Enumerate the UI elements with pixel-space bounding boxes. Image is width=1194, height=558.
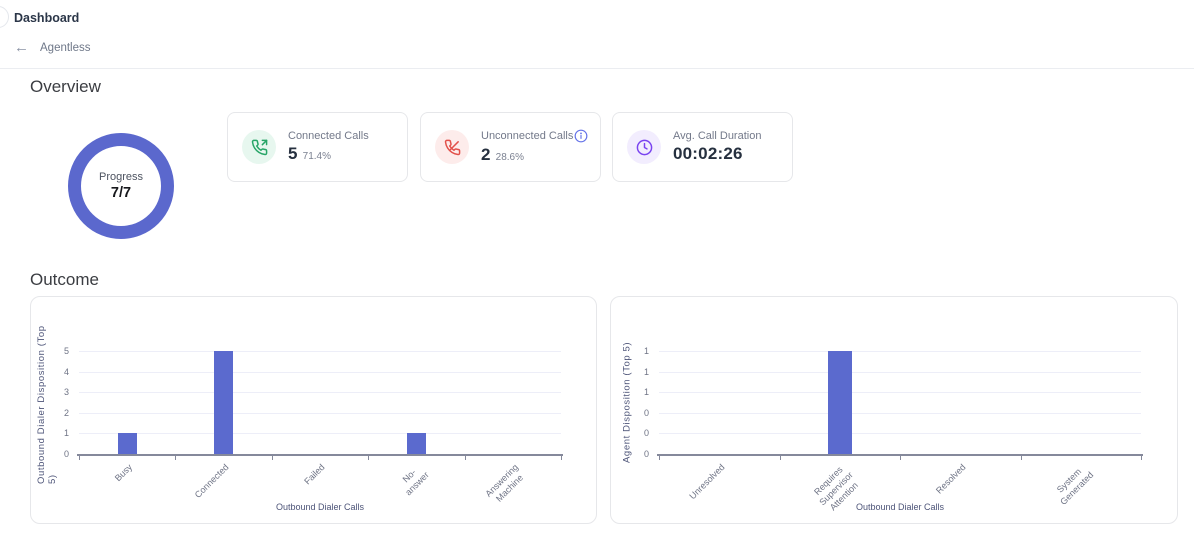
- gridline: [79, 412, 561, 414]
- progress-value: 7/7: [110, 185, 132, 201]
- x-axis-tick: [464, 456, 466, 460]
- x-axis-tick: [779, 456, 781, 460]
- x-axis-line: [657, 454, 1143, 456]
- progress-label: Progress: [98, 171, 144, 183]
- x-axis-tick: [900, 456, 901, 460]
- x-axis-line: [77, 454, 563, 456]
- gridline: [659, 351, 1141, 352]
- header-divider: [0, 68, 1194, 69]
- y-axis-tick-label: 1: [643, 387, 649, 398]
- category-label-text: No-answer: [401, 467, 432, 498]
- x-axis-tick: [561, 456, 562, 460]
- gridline: [79, 351, 561, 352]
- back-arrow-icon[interactable]: ←: [14, 39, 29, 56]
- gridline: [79, 392, 561, 394]
- y-axis-tick-label: 0: [643, 449, 649, 459]
- info-icon[interactable]: [574, 129, 588, 143]
- category-label-text: Connected: [192, 462, 231, 500]
- x-axis-title: Outbound Dialer Calls: [855, 502, 945, 512]
- y-axis-tick-label: 1: [643, 366, 649, 377]
- logo-circle: [0, 6, 9, 28]
- outcome-heading: Outcome: [30, 270, 99, 289]
- y-axis-title: Outbound Dialer Disposition (Top 5): [36, 325, 58, 484]
- connected-calls-value: 5: [288, 144, 298, 163]
- connected-calls-label: Connected Calls: [288, 130, 369, 142]
- agent-disposition-chart-card: 0 0 0 1 1 1 Unresolved Requires Supervisor Atte…: [610, 296, 1178, 524]
- category-label-text: Answering Machine: [483, 462, 525, 504]
- unconnected-calls-label: Unconnected Calls: [481, 130, 574, 142]
- category-label-text: Unresolved: [687, 462, 727, 502]
- x-axis-title: Outbound Dialer Calls: [275, 502, 365, 512]
- unconnected-calls-percent: 28.6%: [495, 152, 525, 163]
- phone-missed-icon: [435, 130, 469, 164]
- gridline: [659, 371, 1141, 373]
- agent-disposition-chart: 0 0 0 1 1 1 Unresolved Requires Supervisor Atte…: [611, 297, 1177, 523]
- bar-requires-supervisor-attention[interactable]: [827, 351, 852, 454]
- phone-outgoing-icon: [242, 130, 276, 164]
- x-axis-tick: [175, 456, 177, 460]
- category-label-text: Busy: [113, 462, 135, 484]
- y-axis-tick-label: 1: [643, 346, 649, 356]
- connected-calls-percent: 71.4%: [302, 151, 332, 162]
- y-axis-tick-label: 0: [643, 428, 649, 439]
- x-axis-tick: [659, 456, 660, 460]
- y-axis-title: Agent Disposition (Top 5): [621, 341, 633, 464]
- x-axis-tick: [1020, 456, 1022, 460]
- connected-calls-card: Connected Calls 5 71.4%: [227, 112, 408, 182]
- gridline: [79, 371, 561, 373]
- breadcrumb: ← Agentless: [14, 40, 91, 55]
- y-axis-tick-label: 1: [63, 428, 69, 439]
- y-axis-tick-label: 5: [63, 346, 69, 356]
- avg-call-duration-label: Avg. Call Duration: [673, 130, 762, 142]
- avg-call-duration-value: 00:02:26: [673, 144, 743, 163]
- gridline: [659, 392, 1141, 394]
- page-title: Dashboard: [14, 11, 80, 25]
- unconnected-calls-card: Unconnected Calls 2 28.6%: [420, 112, 601, 182]
- gridline: [659, 433, 1141, 435]
- progress-ring: Progress 7/7: [68, 133, 174, 239]
- y-axis-tick-label: 4: [63, 366, 69, 377]
- outbound-disposition-chart-card: 0 1 2 3 4 5 Busy Connected Failed No-answer Answer…: [30, 296, 597, 524]
- y-axis-tick-label: 0: [643, 407, 649, 418]
- bar-no-answer[interactable]: [406, 433, 426, 454]
- category-label-text: Resolved: [933, 462, 968, 496]
- x-axis-tick: [1141, 456, 1142, 460]
- x-axis-tick: [79, 456, 80, 460]
- gridline: [79, 433, 561, 435]
- gridline: [659, 412, 1141, 414]
- bar-connected[interactable]: [214, 351, 234, 454]
- clock-icon: [627, 130, 661, 164]
- x-axis-tick: [271, 456, 273, 460]
- x-axis-tick: [368, 456, 370, 460]
- outbound-disposition-chart: 0 1 2 3 4 5 Busy Connected Failed No-answer Answer…: [31, 297, 596, 523]
- bar-busy[interactable]: [117, 433, 137, 454]
- y-axis-tick-label: 0: [63, 449, 69, 459]
- avg-call-duration-card: Avg. Call Duration 00:02:26: [612, 112, 793, 182]
- category-label-text: System Generated: [1055, 466, 1096, 507]
- y-axis-tick-label: 2: [63, 407, 69, 418]
- breadcrumb-campaign-name: Agentless: [40, 41, 91, 54]
- overview-heading: Overview: [30, 77, 101, 96]
- unconnected-calls-value: 2: [481, 145, 491, 164]
- y-axis-tick-label: 3: [63, 387, 69, 398]
- category-label-text: Failed: [302, 462, 328, 487]
